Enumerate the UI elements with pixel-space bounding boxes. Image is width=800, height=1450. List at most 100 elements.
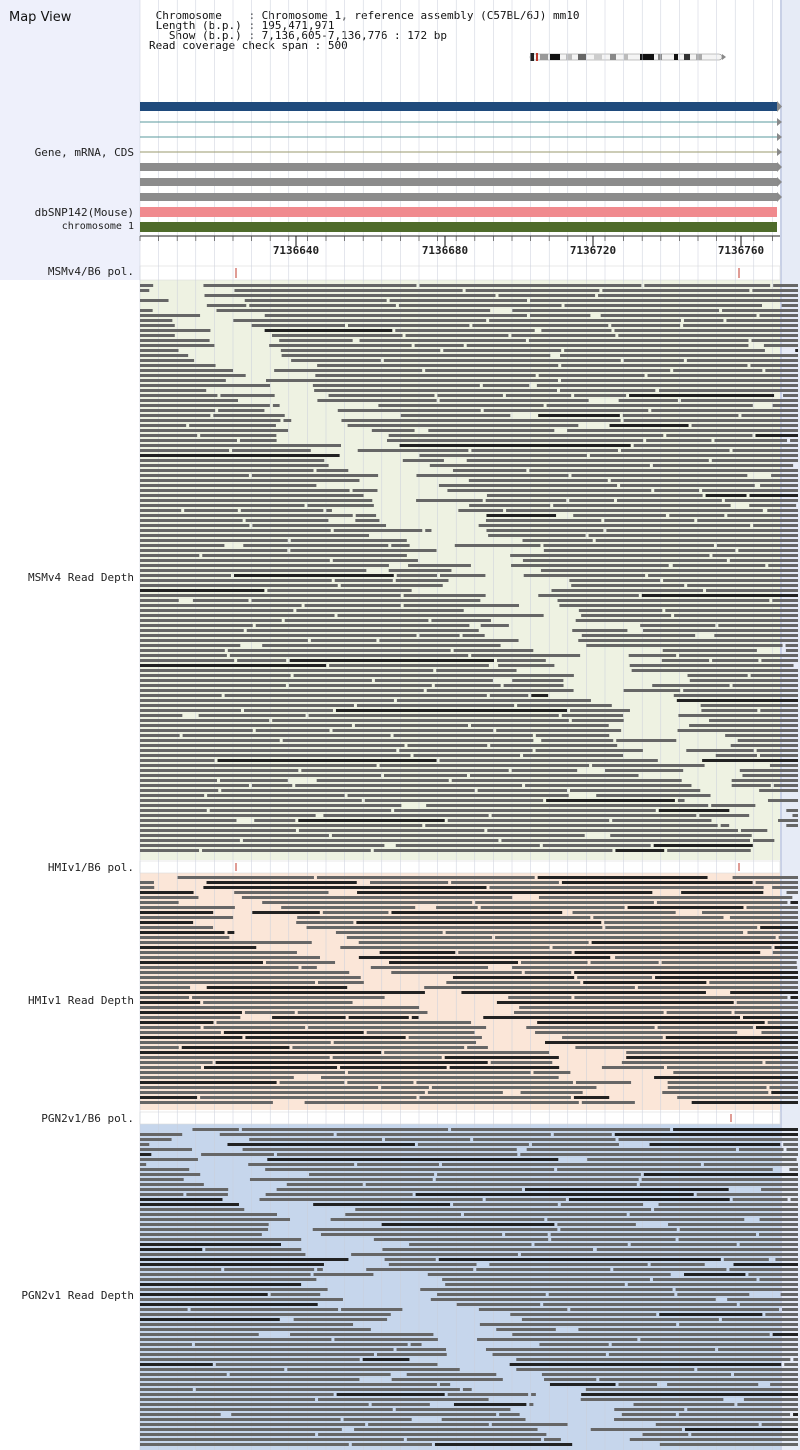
read	[466, 344, 749, 347]
read	[140, 1383, 437, 1386]
read	[611, 1343, 798, 1346]
read	[530, 299, 798, 302]
read	[780, 1293, 798, 1296]
read	[640, 1338, 798, 1341]
read	[203, 284, 417, 287]
read	[581, 634, 696, 637]
chromosome-track-label: chromosome 1	[61, 221, 134, 232]
read	[140, 394, 218, 397]
read	[760, 484, 798, 487]
read	[386, 439, 644, 442]
read	[140, 599, 179, 602]
read	[718, 1348, 798, 1351]
read	[674, 614, 798, 617]
read	[419, 1096, 571, 1099]
read	[551, 589, 704, 592]
read	[301, 966, 317, 969]
read	[417, 1143, 529, 1146]
span-line: Read coverage check span : 500	[149, 39, 348, 52]
read	[241, 896, 513, 899]
read	[231, 1413, 497, 1416]
read	[793, 1413, 798, 1416]
pgn-depth-label: PGN2v1 Read Depth	[21, 1289, 134, 1302]
read	[770, 1383, 798, 1386]
read	[618, 1383, 658, 1386]
read	[561, 714, 624, 717]
read	[596, 794, 711, 797]
read	[496, 1328, 556, 1331]
read	[654, 1076, 798, 1079]
read	[140, 1133, 183, 1136]
read	[641, 594, 798, 597]
read	[783, 394, 798, 397]
read	[732, 1198, 788, 1201]
read	[678, 1413, 791, 1416]
read	[677, 1293, 750, 1296]
read	[237, 659, 287, 662]
read	[534, 1243, 628, 1246]
read	[215, 1363, 438, 1366]
read	[140, 309, 153, 312]
read	[274, 369, 423, 372]
read	[621, 1413, 676, 1416]
read	[298, 829, 485, 832]
read	[652, 684, 730, 687]
read	[140, 936, 230, 939]
read	[402, 459, 444, 462]
read	[223, 1031, 364, 1034]
read	[593, 916, 724, 919]
read	[785, 644, 798, 647]
read	[140, 961, 263, 964]
read	[736, 1001, 798, 1004]
read	[140, 549, 288, 552]
read	[749, 494, 798, 497]
read	[620, 484, 755, 487]
read	[712, 659, 759, 662]
read	[643, 629, 798, 632]
read	[525, 784, 692, 787]
read	[140, 489, 350, 492]
read	[679, 1228, 798, 1231]
chromosome-ideogram[interactable]	[528, 52, 728, 64]
read	[266, 379, 558, 382]
read	[428, 429, 555, 432]
read	[687, 1408, 798, 1411]
read	[783, 1143, 798, 1146]
read	[399, 444, 631, 447]
read	[140, 886, 155, 889]
read	[684, 1428, 798, 1431]
read	[560, 379, 798, 382]
read	[769, 764, 798, 767]
read	[774, 946, 798, 949]
read	[140, 324, 175, 327]
read	[790, 901, 798, 904]
read	[420, 1288, 673, 1291]
read	[742, 774, 798, 777]
read	[587, 1158, 797, 1161]
read	[741, 414, 798, 417]
read	[365, 1183, 637, 1186]
read	[679, 1323, 798, 1326]
read	[140, 1408, 393, 1411]
read	[731, 779, 798, 782]
read	[765, 1061, 798, 1064]
read	[477, 789, 567, 792]
read	[252, 911, 320, 914]
read	[282, 739, 534, 742]
read	[202, 554, 407, 557]
read	[756, 749, 798, 752]
read	[140, 824, 423, 827]
read	[192, 1128, 239, 1131]
read	[529, 1403, 534, 1406]
read	[702, 489, 798, 492]
read	[568, 1198, 730, 1201]
read	[715, 754, 757, 757]
read	[391, 911, 563, 914]
read	[425, 529, 432, 532]
read	[140, 694, 222, 697]
read	[140, 1443, 349, 1446]
read	[605, 926, 758, 929]
read	[471, 449, 618, 452]
read	[206, 881, 357, 884]
